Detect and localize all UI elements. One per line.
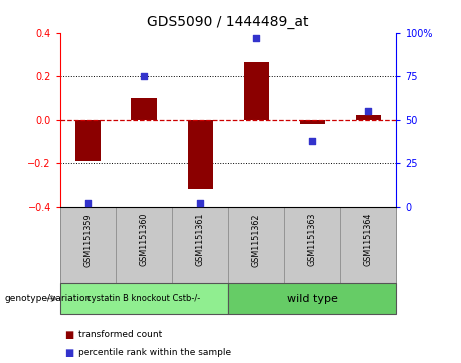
Point [253,35,260,41]
Text: GSM1151361: GSM1151361 [195,213,205,266]
Bar [356,115,381,120]
Text: GSM1151359: GSM1151359 [83,213,93,267]
Text: GSM1151362: GSM1151362 [252,213,261,266]
Text: genotype/variation: genotype/variation [5,294,91,303]
Title: GDS5090 / 1444489_at: GDS5090 / 1444489_at [148,15,309,29]
Point [140,73,148,79]
Text: GSM1151363: GSM1151363 [308,213,317,266]
Bar [131,98,157,120]
Text: percentile rank within the sample: percentile rank within the sample [78,348,231,358]
Bar [75,120,100,161]
Bar [300,120,325,124]
Bar [228,207,284,283]
Point [196,200,204,206]
Point [309,138,316,144]
Text: cystatin B knockout Cstb-/-: cystatin B knockout Cstb-/- [88,294,201,303]
Bar [340,207,396,283]
Text: transformed count: transformed count [78,330,163,339]
Text: GSM1151360: GSM1151360 [140,213,148,266]
Bar [243,62,269,120]
Text: ■: ■ [65,330,74,340]
Bar [60,283,228,314]
Bar [188,120,213,189]
Bar [116,207,172,283]
Bar [60,207,116,283]
Text: wild type: wild type [287,294,338,303]
Bar [228,283,396,314]
Bar [172,207,228,283]
Text: GSM1151364: GSM1151364 [364,213,373,266]
Point [84,200,92,206]
Text: ■: ■ [65,348,74,359]
Bar [284,207,340,283]
Point [365,108,372,114]
